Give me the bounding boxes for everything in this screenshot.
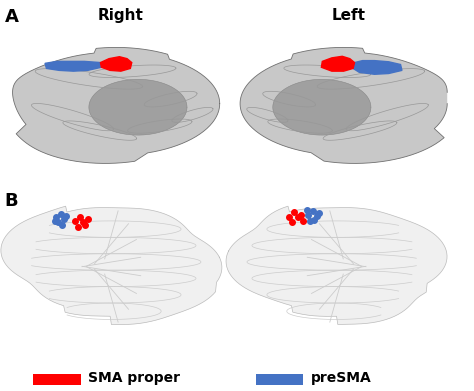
Polygon shape — [13, 47, 219, 163]
Polygon shape — [240, 47, 447, 163]
Polygon shape — [321, 56, 355, 71]
Polygon shape — [100, 57, 132, 71]
Polygon shape — [226, 206, 447, 325]
Polygon shape — [1, 206, 222, 325]
Polygon shape — [89, 79, 187, 135]
Polygon shape — [353, 61, 402, 74]
Text: Right: Right — [98, 8, 144, 23]
Polygon shape — [45, 61, 101, 71]
FancyBboxPatch shape — [256, 374, 303, 385]
FancyBboxPatch shape — [33, 374, 81, 385]
Polygon shape — [273, 79, 371, 135]
Text: B: B — [5, 192, 18, 210]
Text: SMA proper: SMA proper — [88, 371, 180, 386]
Text: Left: Left — [331, 8, 365, 23]
Text: preSMA: preSMA — [310, 371, 371, 386]
Text: A: A — [5, 8, 18, 26]
